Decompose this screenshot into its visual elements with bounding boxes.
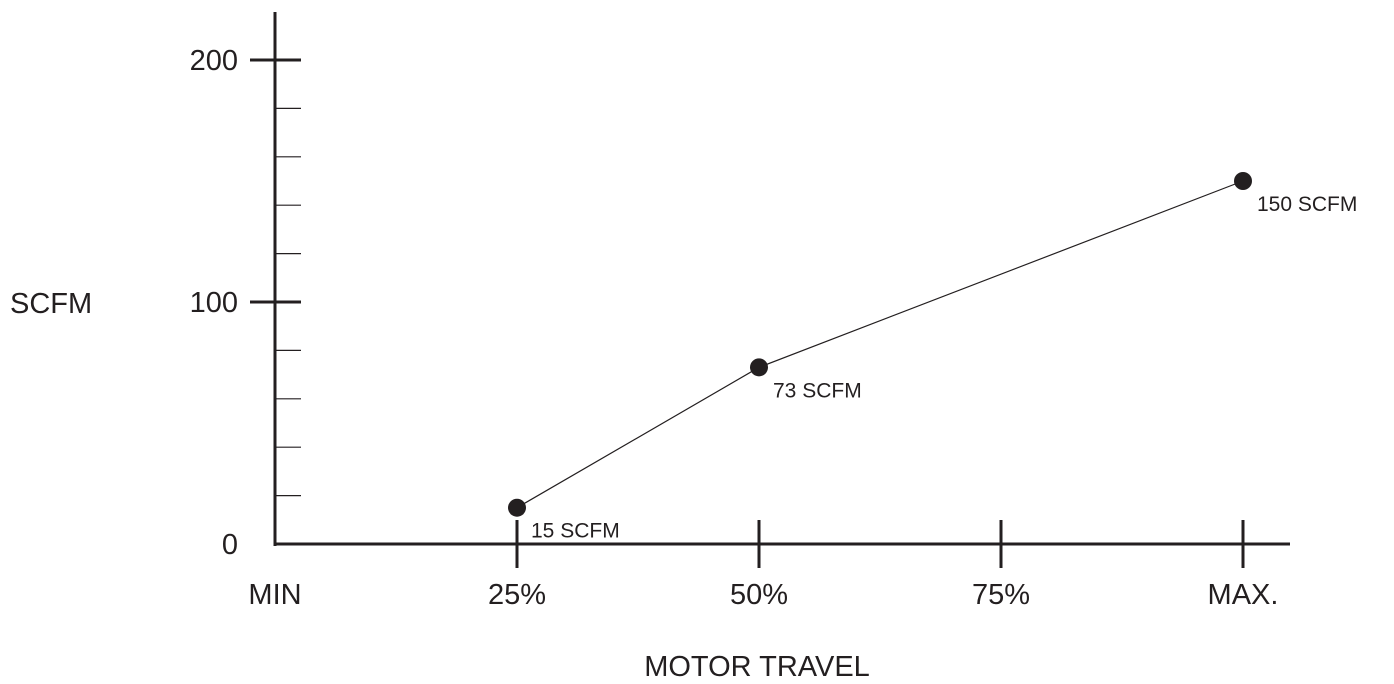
axes bbox=[273, 12, 1290, 546]
y-tick-label: 0 bbox=[222, 529, 238, 561]
x-tick-label: 75% bbox=[972, 579, 1030, 611]
x-tick-label: MAX. bbox=[1208, 579, 1279, 611]
data-point-marker bbox=[1234, 172, 1252, 190]
x-axis-label: MOTOR TRAVEL bbox=[644, 651, 870, 683]
x-tick-label: 25% bbox=[488, 579, 546, 611]
data-point-marker bbox=[750, 358, 768, 377]
y-tick-label: 200 bbox=[190, 45, 238, 77]
x-ticks: MIN 25% 50% 75% MAX. bbox=[248, 520, 1278, 611]
x-tick-label: MIN bbox=[248, 579, 301, 611]
y-ticks: 0 100 200 bbox=[190, 45, 301, 561]
data-point-label: 73 SCFM bbox=[773, 379, 862, 402]
series: 15 SCFM 73 SCFM 150 SCFM bbox=[508, 172, 1357, 543]
x-tick-label: 50% bbox=[730, 579, 788, 611]
data-point-label: 15 SCFM bbox=[531, 520, 620, 543]
y-tick-label: 100 bbox=[190, 287, 238, 319]
y-axis-label: SCFM bbox=[10, 288, 92, 320]
series-line bbox=[516, 180, 1244, 509]
data-point-label: 150 SCFM bbox=[1257, 193, 1357, 216]
data-point-marker bbox=[508, 498, 526, 517]
